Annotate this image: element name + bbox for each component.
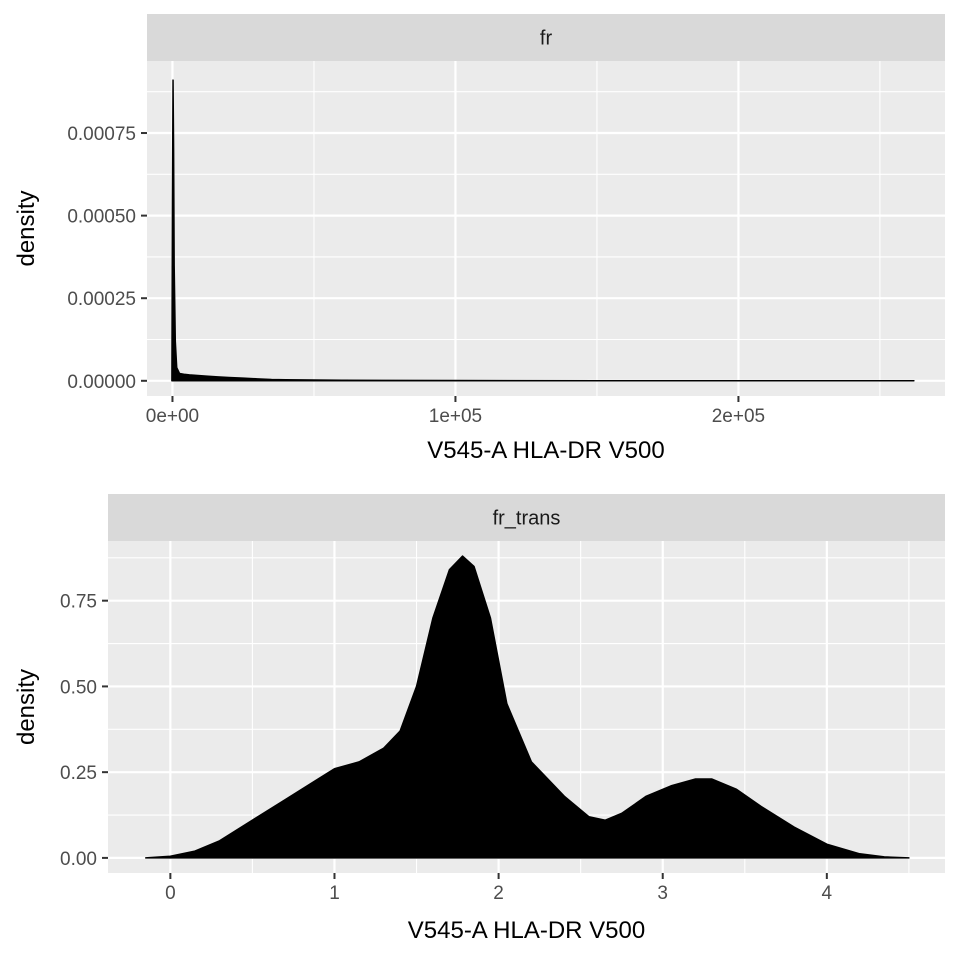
- plot-background: [147, 61, 945, 396]
- x-axis-title: V545-A HLA-DR V500: [408, 917, 645, 944]
- y-tick-label: 0.00050: [67, 207, 136, 228]
- panel-fr_trans: fr_trans 0 1 2 3 4 0.00 0.25 0.50 0.75 V545-A HLA-…: [13, 494, 945, 944]
- y-axis-title: density: [13, 669, 40, 745]
- facet-label: fr: [540, 28, 553, 50]
- x-tick-label: 4: [822, 883, 833, 904]
- y-tick-label: 0.50: [60, 677, 97, 698]
- y-tick-label: 0.00000: [67, 372, 136, 393]
- y-tick-label: 0.00025: [67, 289, 136, 310]
- x-tick-label: 1: [329, 883, 340, 904]
- facet-label: fr_trans: [493, 508, 561, 530]
- facet-strip: [108, 494, 945, 541]
- y-axis-title: density: [13, 190, 40, 266]
- panel-fr: fr 0e+00 1e+05 2e+05 0.00000 0.00025 0.00050 0.…: [13, 14, 945, 464]
- x-tick-label: 0e+00: [146, 406, 199, 427]
- x-tick-label: 2e+05: [712, 406, 765, 427]
- x-tick-label: 2: [493, 883, 504, 904]
- x-axis-title: V545-A HLA-DR V500: [427, 437, 664, 464]
- density-area: [144, 555, 910, 859]
- x-tick-label: 0: [165, 883, 176, 904]
- facet-strip: [147, 14, 945, 61]
- y-tick-label: 0.00075: [67, 124, 136, 145]
- x-tick-label: 3: [657, 883, 668, 904]
- y-tick-label: 0.25: [60, 763, 97, 784]
- density-area: [171, 79, 915, 382]
- y-tick-label: 0.00: [60, 849, 97, 870]
- y-tick-label: 0.75: [60, 592, 97, 613]
- x-tick-label: 1e+05: [429, 406, 482, 427]
